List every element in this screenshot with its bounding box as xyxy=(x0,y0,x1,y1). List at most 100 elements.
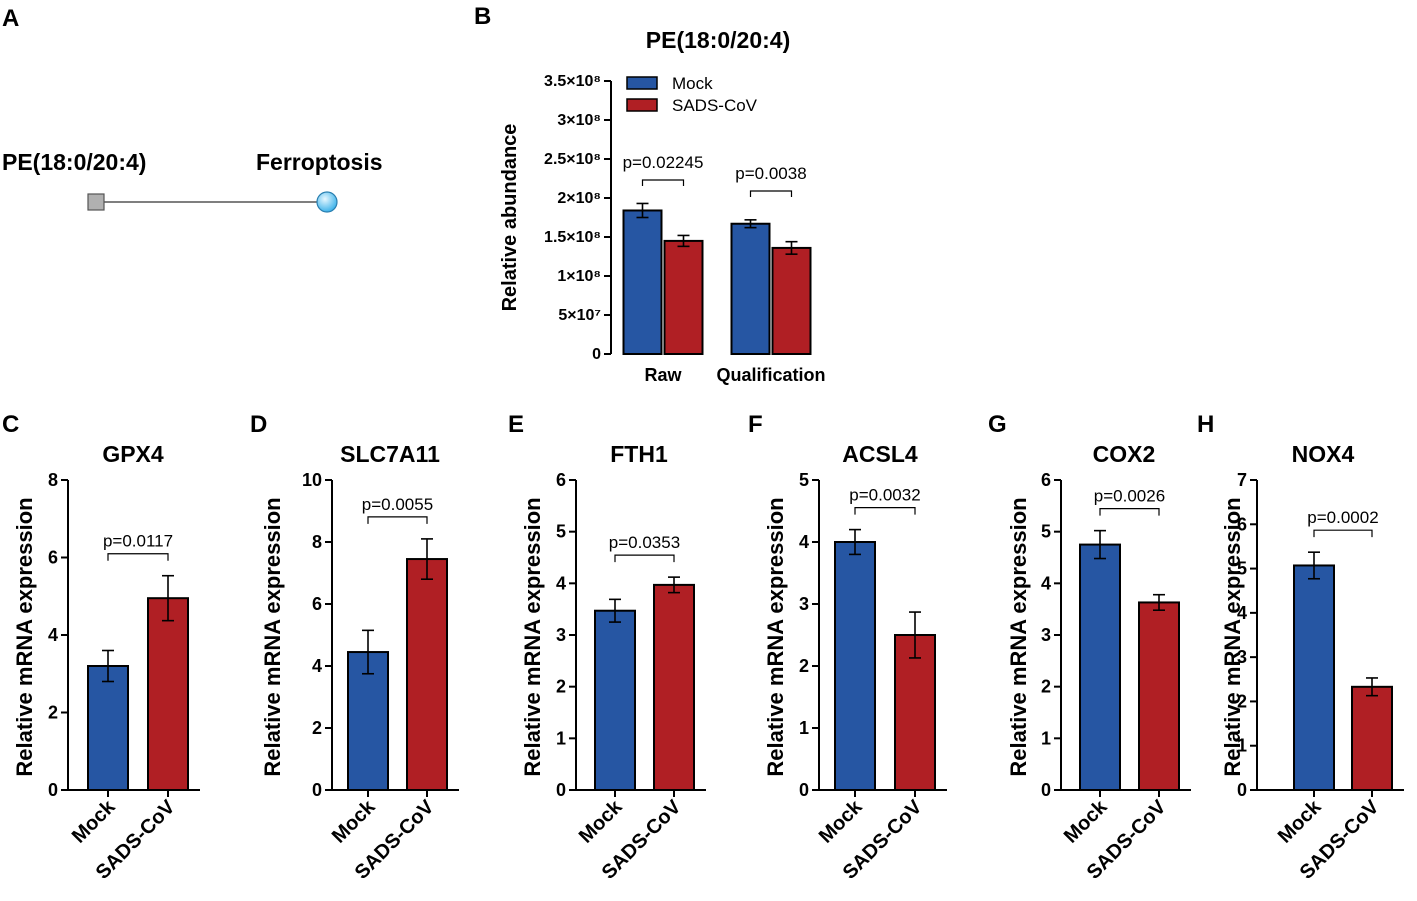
x-tick-label: Mock xyxy=(68,795,120,847)
y-tick-label: 1 xyxy=(1237,736,1247,756)
legend-swatch xyxy=(626,76,658,90)
bar xyxy=(663,239,704,355)
y-tick-label: 1.5×10⁸ xyxy=(544,229,601,246)
y-axis-label: Relative mRNA expression xyxy=(12,497,37,776)
bar xyxy=(1079,543,1121,791)
significance-bracket xyxy=(749,190,793,197)
y-tick-label: 4 xyxy=(48,625,58,645)
x-tick-label: Mock xyxy=(328,795,380,847)
bar xyxy=(147,597,189,791)
legend-label: SADS-CoV xyxy=(672,96,758,115)
y-axis-label: Relative mRNA expression xyxy=(763,497,788,776)
y-axis-label: Relative mRNA expression xyxy=(520,497,545,776)
p-value-label: p=0.0117 xyxy=(103,532,173,551)
y-tick-label: 1 xyxy=(799,718,809,738)
bar xyxy=(834,541,876,791)
y-tick-label: 0 xyxy=(312,780,322,800)
panel-letter-h: H xyxy=(1197,411,1214,438)
y-tick-label: 5 xyxy=(556,522,566,542)
bar xyxy=(406,558,448,791)
y-tick-label: 1 xyxy=(1041,728,1051,748)
x-tick-label: Mock xyxy=(575,795,627,847)
y-tick-label: 6 xyxy=(48,548,58,568)
significance-bracket xyxy=(1313,529,1373,538)
bar xyxy=(1351,685,1393,791)
y-tick-label: 1 xyxy=(556,728,566,748)
panel-h-chart: H NOX4 0 1 2 3 4 5 6 7 Relative mRNA expression Moc… xyxy=(1197,411,1404,884)
y-tick-label: 2.5×10⁸ xyxy=(544,151,601,168)
bar xyxy=(653,583,695,792)
chart-title: SLC7A11 xyxy=(340,441,440,467)
x-tick-label: Mock xyxy=(815,795,867,847)
panel-letter-f: F xyxy=(748,411,763,438)
panel-e-chart: E FTH1 0 1 2 3 4 5 6 Relative mRNA expression Mock… xyxy=(508,411,706,884)
panel-letter-e: E xyxy=(508,411,524,438)
charts-layer: B PE(18:0/20:4) 0 5×10⁷ 1×10⁸ 1.5×10⁸ 2×10⁸ 2.5… xyxy=(2,3,1404,884)
y-tick-label: 0 xyxy=(592,346,601,363)
panel-letter-b: B xyxy=(474,3,491,30)
y-tick-label: 0 xyxy=(1237,780,1247,800)
bar xyxy=(594,609,636,792)
y-axis-label: Relative mRNA expression xyxy=(1220,497,1245,776)
x-tick-label: Qualification xyxy=(716,365,825,385)
chart-title: ACSL4 xyxy=(842,441,918,467)
significance-bracket xyxy=(1099,508,1160,516)
y-tick-label: 5×10⁷ xyxy=(558,307,601,324)
x-tick-label: Raw xyxy=(644,365,682,385)
y-tick-label: 3 xyxy=(799,594,809,614)
chart-title: PE(18:0/20:4) xyxy=(646,27,790,53)
y-axis-label: Relative mRNA expression xyxy=(1006,497,1031,776)
panel-d-chart: D SLC7A11 0 2 4 6 8 10 Relative mRNA expression M… xyxy=(250,411,459,884)
p-value-label: p=0.0353 xyxy=(609,533,680,552)
p-value-label: p=0.0032 xyxy=(849,486,920,505)
chart-title: NOX4 xyxy=(1292,441,1355,467)
chart-title: COX2 xyxy=(1093,441,1156,467)
metabolite-node-icon xyxy=(87,193,105,211)
bar xyxy=(771,246,812,355)
p-value-label: p=0.0002 xyxy=(1307,508,1378,527)
bar xyxy=(894,634,936,791)
y-tick-label: 8 xyxy=(48,470,58,490)
y-tick-label: 2 xyxy=(1237,691,1247,711)
pathway-node-icon xyxy=(316,191,338,213)
y-tick-label: 3 xyxy=(556,625,566,645)
y-tick-label: 5 xyxy=(799,470,809,490)
y-tick-label: 3 xyxy=(1237,647,1247,667)
y-tick-label: 6 xyxy=(1237,514,1247,534)
y-tick-label: 2 xyxy=(556,677,566,697)
significance-bracket xyxy=(614,554,675,563)
significance-bracket xyxy=(854,507,916,515)
significance-bracket xyxy=(107,553,169,561)
bar xyxy=(1138,601,1180,792)
panel-letter-g: G xyxy=(988,411,1007,438)
significance-bracket xyxy=(367,516,428,524)
x-tick-label: Mock xyxy=(1274,795,1326,847)
y-tick-label: 2 xyxy=(1041,677,1051,697)
panel-f-chart: F ACSL4 0 1 2 3 4 5 Relative mRNA expression Mock… xyxy=(748,411,947,884)
significance-bracket xyxy=(641,179,685,186)
y-tick-label: 0 xyxy=(1041,780,1051,800)
legend-swatch xyxy=(626,98,658,112)
y-tick-label: 10 xyxy=(302,470,322,490)
panel-g-chart: G COX2 0 1 2 3 4 5 6 Relative mRNA expression Mock… xyxy=(988,411,1191,884)
y-tick-label: 6 xyxy=(1041,470,1051,490)
source-node-label: PE(18:0/20:4) xyxy=(2,149,146,175)
y-tick-label: 4 xyxy=(556,573,566,593)
bar xyxy=(622,209,663,355)
y-tick-label: 2 xyxy=(799,656,809,676)
p-value-label: p=0.0026 xyxy=(1094,487,1165,506)
panel-b-chart: B PE(18:0/20:4) 0 5×10⁷ 1×10⁸ 1.5×10⁸ 2×10⁸ 2.5… xyxy=(474,3,826,385)
y-tick-label: 7 xyxy=(1237,470,1247,490)
chart-title: GPX4 xyxy=(102,441,164,467)
y-tick-label: 5 xyxy=(1237,559,1247,579)
y-tick-label: 0 xyxy=(556,780,566,800)
target-node-label: Ferroptosis xyxy=(256,149,383,175)
bar xyxy=(87,665,129,791)
chart-title: FTH1 xyxy=(610,441,668,467)
p-value-label: p=0.0055 xyxy=(362,495,433,514)
y-tick-label: 4 xyxy=(799,532,809,552)
x-tick-label: Mock xyxy=(1060,795,1112,847)
y-tick-label: 6 xyxy=(312,594,322,614)
